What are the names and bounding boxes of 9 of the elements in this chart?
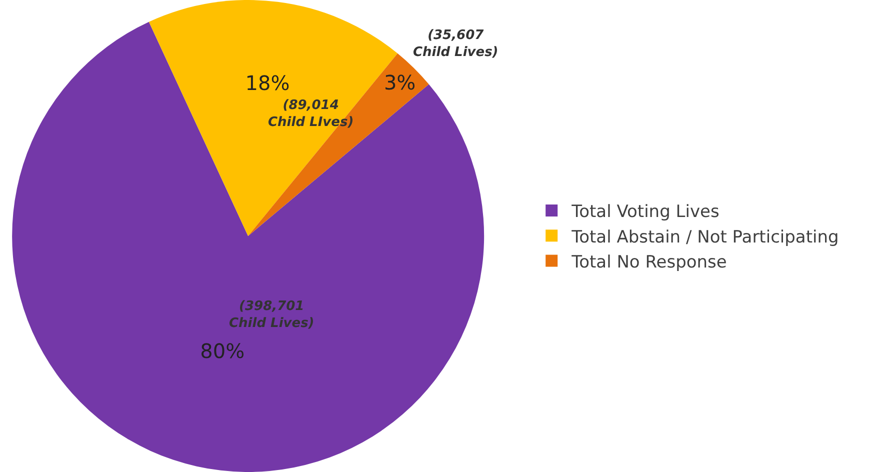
text: (398,701 Child Lives) [229, 299, 314, 331]
text: (89,014 Child LIves) [268, 98, 354, 130]
legend-label: Total No Response [570, 252, 727, 272]
data-label: 80% [200, 339, 245, 364]
legend-label: Total Voting Lives [570, 202, 720, 222]
legend-label: Total Abstain / Not Participating [570, 227, 839, 248]
text: (35,607 Child Lives) [413, 28, 498, 60]
data-label: 3% [384, 70, 416, 94]
data-label: 18% [245, 71, 290, 96]
